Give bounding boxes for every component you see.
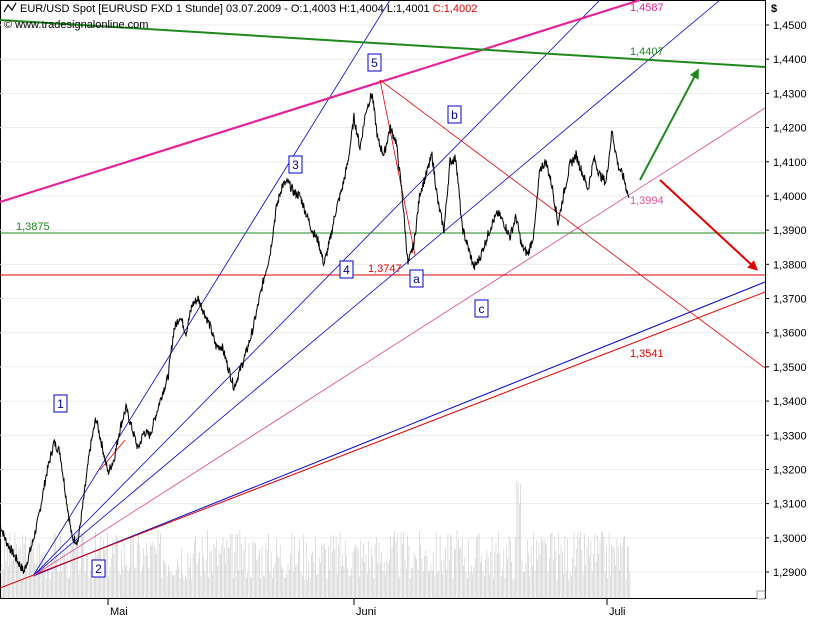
wave-labels: 1 2 3 4 5 a b c — [53, 53, 489, 578]
red-correction-line — [379, 79, 765, 369]
wave-label-c: c — [479, 302, 485, 316]
level-label-1-3875: 1,3875 — [16, 221, 50, 233]
fan-line-steep — [32, 0, 391, 577]
grid — [0, 24, 765, 573]
level-label-1-4407: 1,4407 — [630, 46, 664, 58]
currency-symbol: $ — [771, 3, 777, 15]
x-tick-label: Mai — [110, 606, 128, 618]
chart-header: EUR/USD Spot [EURUSD FXD 1 Stunde] 03.07… — [3, 2, 477, 31]
x-tick-label: Juni — [356, 606, 376, 618]
watermark-text: © www.tradesignalonline.com — [4, 19, 148, 31]
wave-label-3: 3 — [292, 158, 299, 172]
volume-bars — [1, 479, 631, 598]
level-label-1-4587: 1,4587 — [630, 2, 664, 14]
y-tick-label: 1,4000 — [773, 191, 807, 203]
y-tick-label: 1,3500 — [773, 362, 807, 374]
wave-label-1: 1 — [57, 397, 64, 411]
wave-label-2: 2 — [95, 562, 102, 576]
fan-line-mid — [32, 0, 721, 577]
wave-label-b: b — [451, 108, 458, 122]
trend-lines — [0, 0, 765, 589]
chart-resize-handle[interactable] — [756, 590, 766, 600]
fan-line-low — [32, 281, 765, 577]
red-support-line — [0, 291, 765, 589]
y-tick-label: 1,4100 — [773, 157, 807, 169]
y-tick-label: 1,3800 — [773, 259, 807, 271]
chart-type-icon — [3, 2, 17, 13]
y-tick-label: 1,3200 — [773, 464, 807, 476]
y-tick-label: 1,3400 — [773, 396, 807, 408]
y-tick-label: 1,3600 — [773, 328, 807, 340]
down-arrow — [659, 179, 758, 271]
y-tick-label: 1,3900 — [773, 225, 807, 237]
y-tick-label: 1,4400 — [773, 54, 807, 66]
wave-label-4: 4 — [343, 263, 350, 277]
y-tick-label: 1,3300 — [773, 430, 807, 442]
y-tick-label: 1,3100 — [773, 499, 807, 511]
y-tick-label: 1,4300 — [773, 88, 807, 100]
green-trend-line — [0, 19, 765, 68]
fan-line-upper — [32, 0, 601, 577]
level-label-1-3541: 1,3541 — [630, 348, 664, 360]
x-axis: Mai Juni Juli — [107, 599, 626, 618]
wave-label-5: 5 — [371, 56, 378, 70]
magenta-resistance-line — [0, 0, 641, 204]
red-small-line — [99, 439, 126, 471]
wave-label-a: a — [413, 272, 420, 286]
up-arrow — [639, 68, 699, 181]
y-tick-label: 1,4200 — [773, 123, 807, 135]
level-label-1-3747: 1,3747 — [368, 263, 402, 275]
x-tick-label: Juli — [609, 606, 626, 618]
y-axis: 1,4500 1,4400 1,4300 1,4200 1,4100 1,4000 1,39… — [765, 20, 807, 579]
level-label-1-3994: 1,3994 — [630, 195, 664, 207]
plot-frame — [0, 0, 766, 599]
red-wave-a-line — [379, 79, 416, 256]
price-series — [0, 93, 630, 574]
y-tick-label: 1,3700 — [773, 294, 807, 306]
y-tick-label: 1,3000 — [773, 533, 807, 545]
pink-channel-line — [32, 107, 765, 577]
price-line — [0, 93, 630, 574]
y-tick-label: 1,2900 — [773, 567, 807, 579]
instrument-title: EUR/USD Spot [EURUSD FXD 1 Stunde] 03.07… — [20, 3, 477, 15]
y-tick-label: 1,4500 — [773, 20, 807, 32]
